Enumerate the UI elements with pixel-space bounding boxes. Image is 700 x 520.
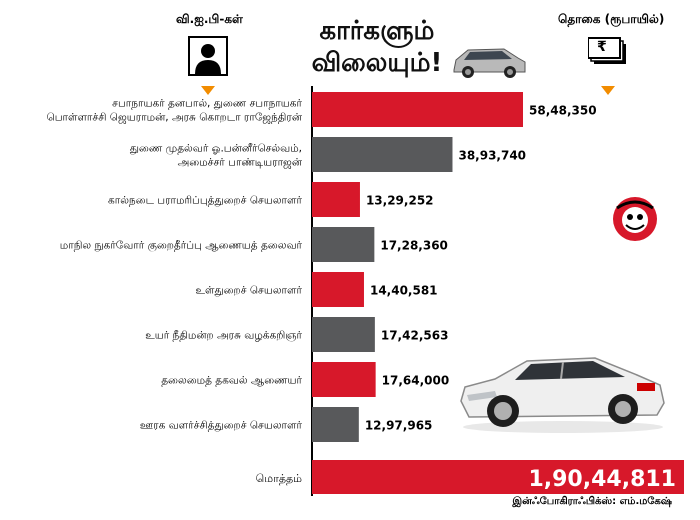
total-label: மொத்தம்	[256, 472, 302, 485]
money-icon: ₹	[587, 36, 628, 66]
category-label-8-line-1: ஊரக வளர்ச்சித்துறைச் செயலாளர்	[140, 420, 303, 432]
bar-3	[312, 182, 360, 217]
amount-header-label: தொகை (ரூபாயில்)	[558, 12, 665, 26]
left-arrow-icon	[201, 80, 215, 99]
bar-6	[312, 317, 375, 352]
bar-value-label-4: 17,28,360	[380, 239, 448, 253]
bar-value-label-6: 17,42,563	[381, 329, 449, 343]
bar-4	[312, 227, 375, 262]
right-arrow-icon	[601, 80, 615, 99]
bar-7	[312, 362, 376, 397]
category-label-5-line-1: உள்துறைச் செயலாளர்	[196, 285, 303, 297]
category-label-6-line-1: உயர் நீதிமன்ற அரசு வழக்கறிஞர்	[145, 330, 302, 342]
category-label-2-line-1: துணை முதல்வர் ஓ.பன்னீர்செல்வம்,	[130, 143, 302, 155]
total-value-label: 1,90,44,811	[528, 467, 676, 492]
chart-title-line2: விலையும்!	[311, 48, 443, 78]
category-label-2-line-2: அமைச்சர் பாண்டியராஜன்	[178, 157, 303, 170]
mascot-logo-icon	[612, 196, 658, 242]
bar-value-label-2: 38,93,740	[458, 149, 526, 163]
category-label-4-line-1: மாநில நுகர்வோர் குறைதீர்ப்பு ஆணையத் தலைவ…	[60, 240, 303, 254]
bar-value-label-1: 58,48,350	[529, 104, 597, 118]
category-label-3-line-1: கால்நடை பராமரிப்புத்துறைச் செயலாளர்	[108, 195, 302, 207]
bar-value-label-7: 17,64,000	[382, 374, 450, 388]
bar-value-label-5: 14,40,581	[370, 284, 438, 298]
total-bar	[312, 460, 684, 494]
bar-1	[312, 92, 523, 127]
category-label-1-line-2: பொள்ளாச்சி ஜெயராமன், அரசு கொறடா ராஜேந்தி…	[47, 112, 303, 125]
sedan-car-icon	[455, 345, 670, 435]
rupee-symbol: ₹	[597, 39, 607, 55]
category-label-1-line-1: சபாநாயகர் தனபால், துணை சபாநாயகர்	[112, 98, 302, 110]
category-label-7-line-1: தலைமைத் தகவல் ஆணையர்	[161, 375, 302, 387]
person-icon	[188, 36, 228, 76]
suv-car-icon	[450, 42, 528, 82]
bar-5	[312, 272, 364, 307]
bar-value-label-8: 12,97,965	[365, 419, 433, 433]
bar-value-label-3: 13,29,252	[366, 194, 434, 208]
credit-line: இன்ஃபோகிராஃபிக்ஸ்: எம்.மகேஷ்	[512, 496, 672, 507]
vip-header-label: வி.ஐ.பி-கள்	[176, 12, 243, 26]
chart-title-line1: கார்களும்	[319, 16, 435, 46]
bar-8	[312, 407, 359, 442]
bar-2	[312, 137, 453, 172]
